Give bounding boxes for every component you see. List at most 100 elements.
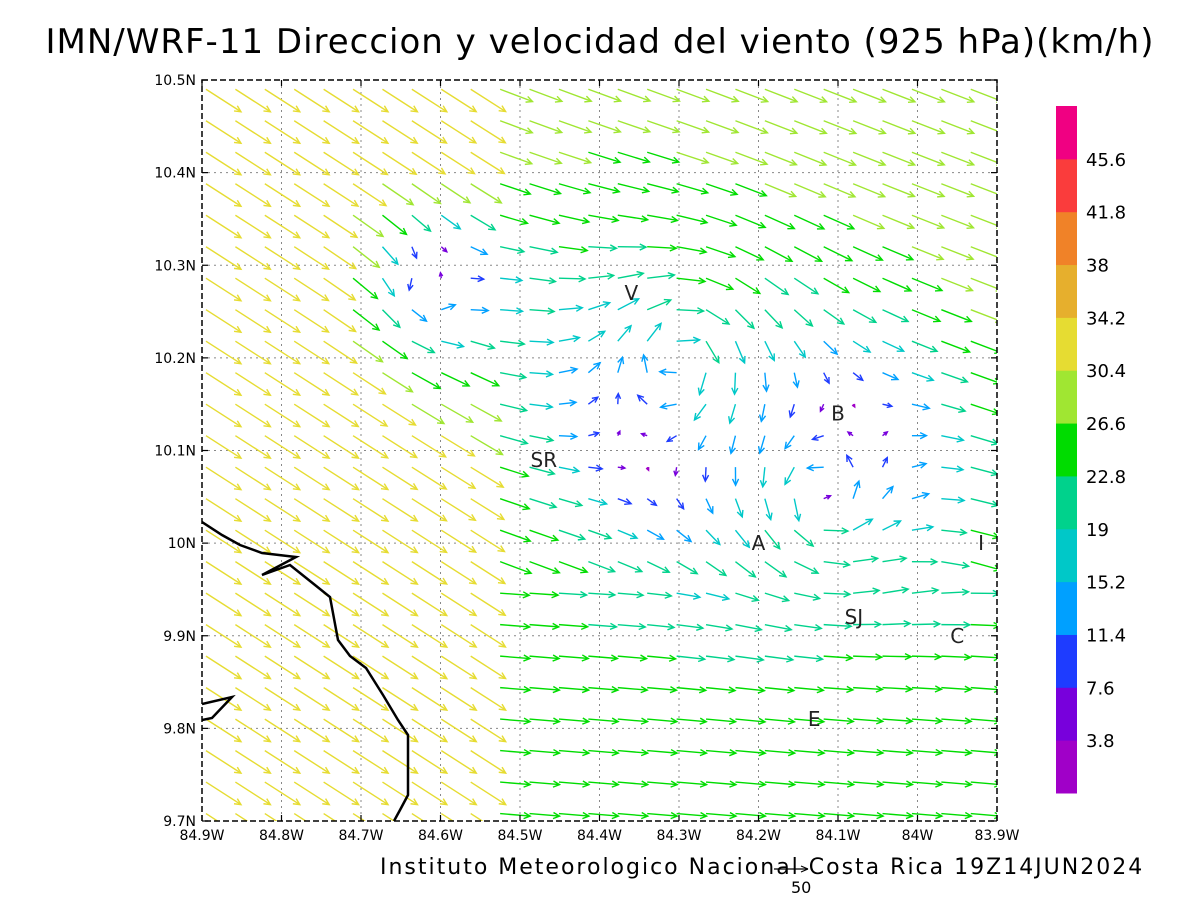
wind-arrow	[697, 372, 707, 397]
legend-label: 7.6	[1086, 678, 1115, 699]
wind-arrow	[617, 780, 650, 788]
wind-arrow	[293, 655, 331, 680]
wind-arrow	[382, 340, 409, 360]
wind-arrow	[764, 717, 797, 725]
wind-arrow	[352, 309, 381, 331]
wind-arrow	[636, 394, 648, 405]
wind-arrow	[440, 687, 478, 711]
wind-arrow	[499, 498, 531, 511]
wind-arrow	[293, 277, 330, 302]
wind-arrow	[970, 214, 997, 230]
wind-arrow	[676, 246, 708, 255]
wind-arrow	[499, 435, 529, 446]
wind-arrow	[701, 467, 710, 483]
wind-arrow	[941, 811, 973, 820]
wind-arrow	[823, 340, 839, 356]
wind-arrow	[205, 183, 243, 208]
wind-arrow	[470, 183, 503, 204]
wind-arrow	[558, 366, 579, 374]
wind-arrow	[588, 811, 620, 820]
wind-arrow	[293, 466, 331, 491]
wind-arrow	[970, 340, 997, 354]
wind-arrow	[646, 88, 681, 103]
wind-arrow	[500, 276, 524, 284]
wind-arrow	[352, 340, 384, 363]
wind-arrow	[852, 88, 888, 104]
wind-arrow	[382, 813, 396, 821]
wind-arrow	[411, 309, 428, 323]
wind-arrow	[235, 214, 272, 239]
wind-arrow	[911, 88, 946, 104]
wind-arrow	[762, 372, 770, 393]
wind-arrow	[882, 586, 910, 594]
wind-arrow	[264, 88, 302, 113]
wind-arrow	[823, 214, 856, 230]
wind-arrow	[735, 780, 767, 788]
wind-arrow	[470, 781, 508, 806]
wind-arrow	[500, 748, 532, 757]
wind-arrow	[882, 340, 906, 352]
wind-arrow	[382, 183, 415, 206]
wind-arrow	[764, 246, 794, 262]
wind-arrow	[735, 246, 765, 261]
wind-arrow	[941, 496, 966, 504]
wind-arrow	[970, 435, 997, 446]
wind-arrow	[970, 309, 997, 324]
wind-arrow	[853, 811, 885, 820]
wind-arrow	[411, 403, 446, 425]
legend-swatch	[1056, 211, 1077, 266]
wind-arrow	[411, 88, 449, 113]
wind-arrow	[411, 120, 448, 144]
wind-arrow	[352, 466, 390, 491]
wind-arrow	[205, 592, 243, 617]
wind-arrow	[529, 214, 561, 226]
wind-arrow	[529, 529, 560, 542]
wind-arrow	[588, 685, 620, 694]
wind-arrow	[529, 120, 564, 134]
wind-arrow	[852, 518, 874, 531]
wind-arrow	[794, 120, 828, 135]
wind-arrow	[352, 592, 390, 617]
wind-arrow	[647, 214, 680, 224]
wind-arrow	[440, 750, 478, 774]
place-label: C	[950, 624, 964, 648]
legend-swatch	[1056, 740, 1077, 794]
wind-arrow	[823, 590, 852, 598]
wind-arrow	[235, 624, 272, 649]
wind-arrow	[352, 372, 387, 395]
legend-label: 19	[1086, 520, 1109, 541]
wind-arrow	[293, 309, 330, 333]
wind-arrow	[794, 748, 826, 757]
wind-arrow	[205, 655, 243, 680]
wind-arrow	[852, 340, 872, 353]
wind-arrow	[440, 813, 455, 821]
wind-arrow	[529, 780, 562, 788]
wind-arrow	[205, 750, 243, 774]
wind-arrow	[293, 340, 331, 365]
wind-arrow	[588, 120, 622, 134]
wind-arrow	[440, 466, 477, 490]
wind-arrow	[382, 403, 417, 426]
legend-swatch	[1056, 687, 1077, 741]
wind-arrow	[734, 340, 746, 365]
wind-arrow	[734, 498, 744, 519]
wind-arrow	[882, 780, 915, 788]
wind-arrow	[264, 214, 302, 239]
wind-arrow	[588, 183, 621, 194]
wind-arrow	[970, 466, 997, 477]
wind-arrow	[941, 372, 969, 384]
wind-arrow	[205, 214, 243, 239]
wind-arrow	[293, 214, 331, 239]
wind-arrow	[382, 561, 419, 585]
wind-arrow	[911, 717, 944, 725]
wind-arrow	[411, 655, 449, 680]
wind-arrow	[470, 340, 496, 350]
wind-arrow	[705, 183, 739, 196]
coastline-main	[202, 520, 410, 821]
wind-arrow	[205, 403, 243, 428]
wind-arrow	[323, 624, 360, 649]
wind-arrow	[853, 620, 883, 629]
wind-arrow	[323, 750, 360, 774]
wind-arrow	[764, 529, 781, 550]
wind-arrow	[411, 781, 449, 806]
